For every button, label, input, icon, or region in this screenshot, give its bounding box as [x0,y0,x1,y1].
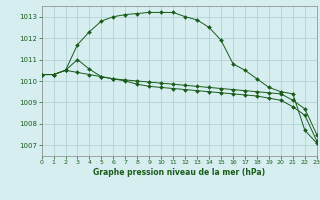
X-axis label: Graphe pression niveau de la mer (hPa): Graphe pression niveau de la mer (hPa) [93,168,265,177]
